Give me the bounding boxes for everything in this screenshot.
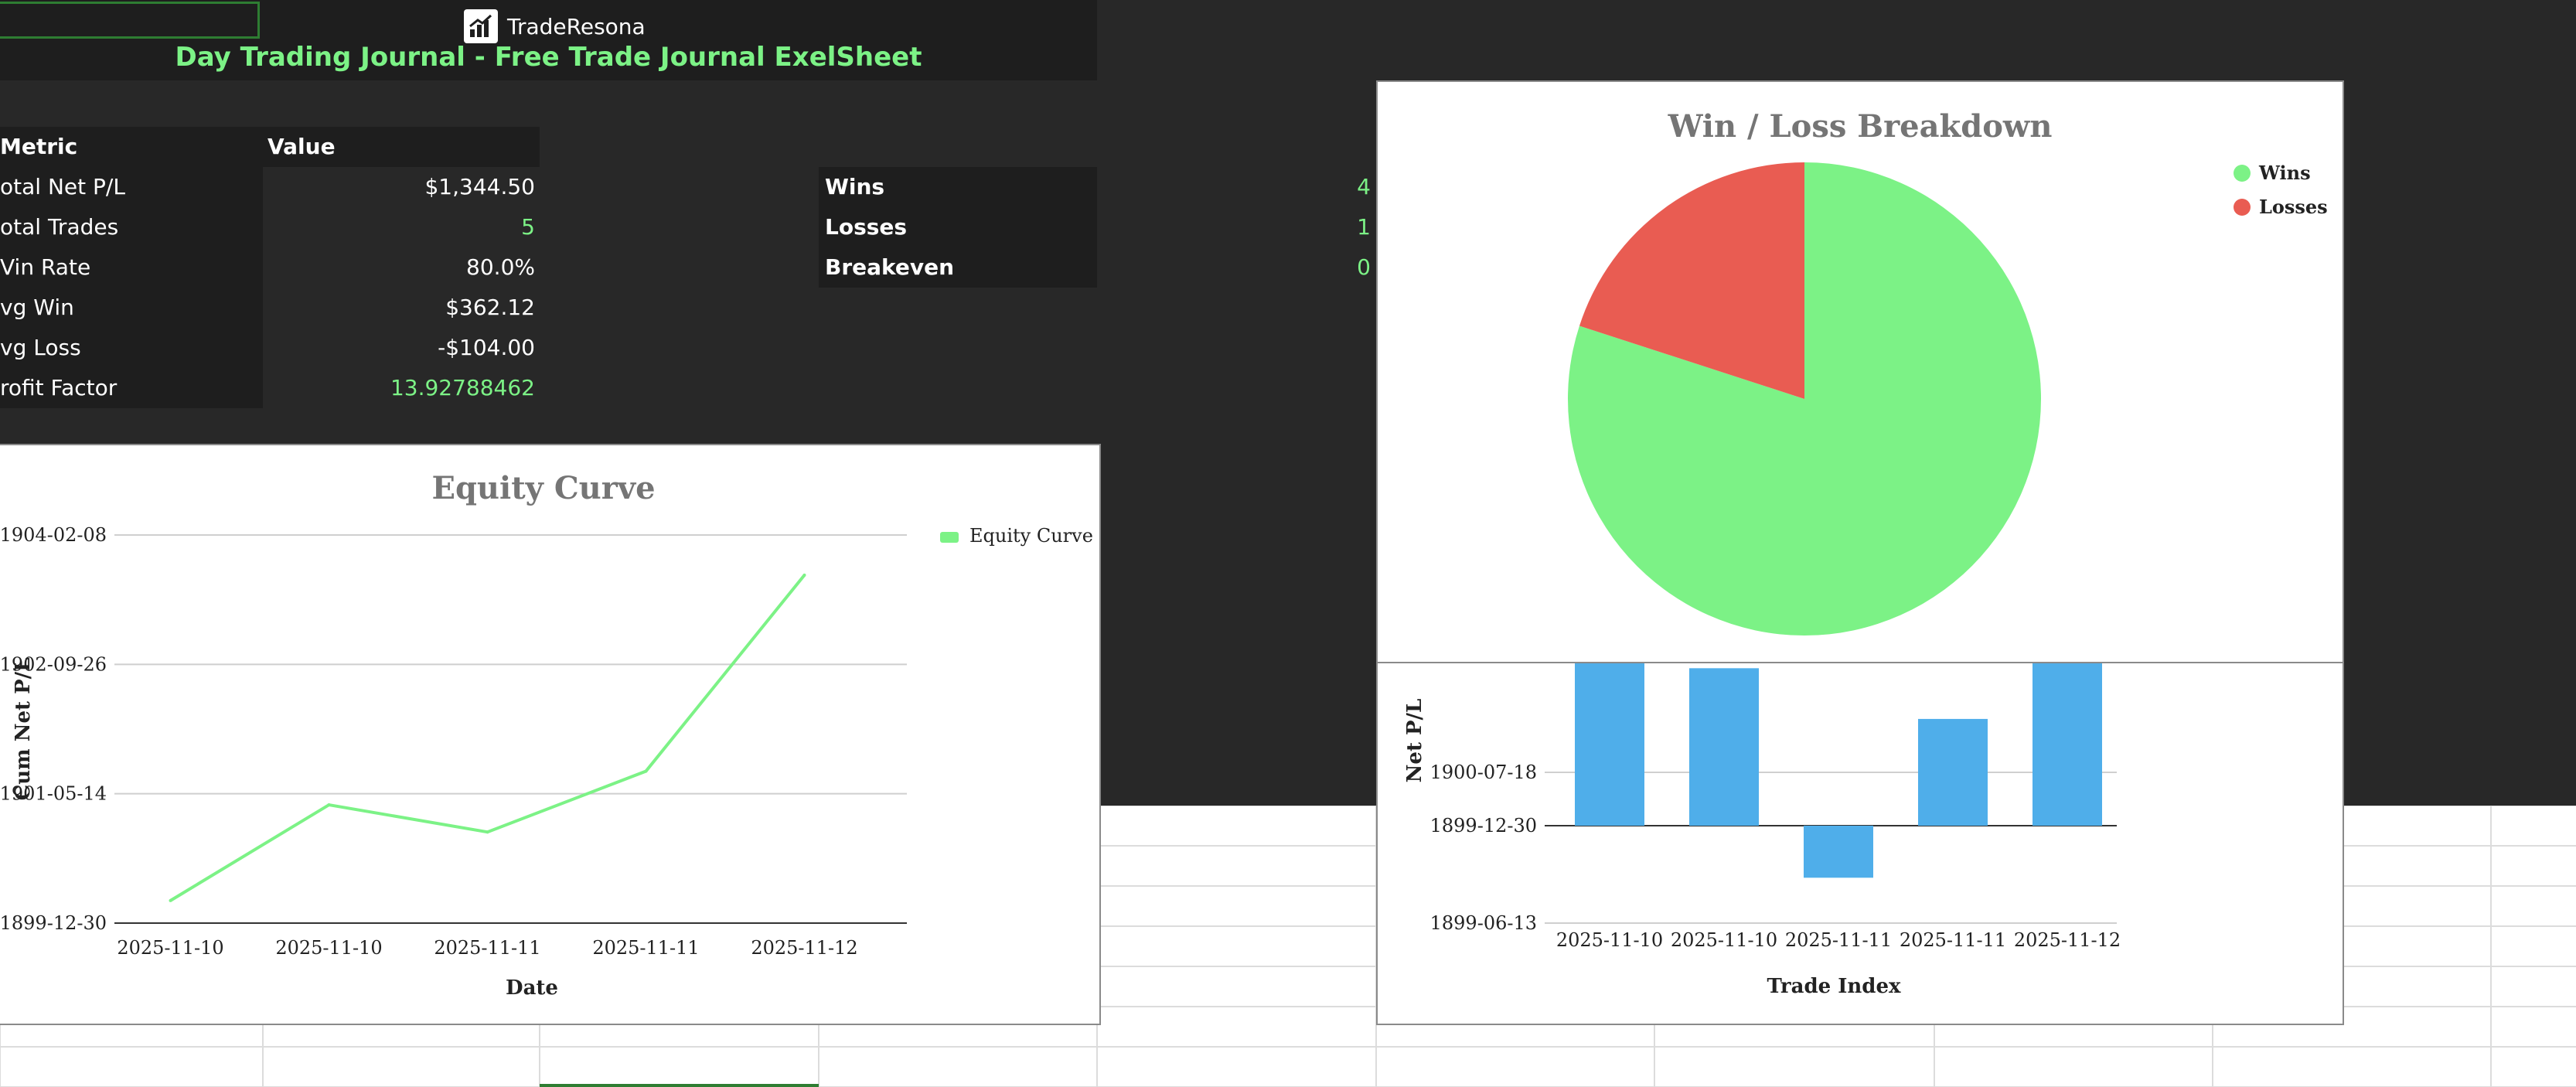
x-tick-label: 2025-11-11 [434, 937, 540, 959]
legend-label: Losses [2259, 196, 2328, 218]
equity-curve-chart[interactable]: Equity Curve 1899-12-30 1901-05-14 1902-09… [0, 444, 1101, 1025]
net-pl-bar-chart[interactable]: 1899-06-13 1899-12-30 1900-07-18 2025-11-10… [1376, 662, 2344, 1025]
metric-header-cell[interactable]: Metric [0, 127, 263, 167]
equity-point [802, 573, 806, 577]
count-value-cell[interactable]: 4 [1357, 174, 1371, 199]
win-loss-chart[interactable]: Win / Loss Breakdown Wins Losses [1376, 80, 2344, 665]
y-tick-label: 1904-02-08 [0, 524, 107, 546]
equity-series-line [169, 574, 806, 902]
metric-label-cell[interactable]: vg Win [0, 288, 263, 328]
value-header-cell[interactable]: Value [263, 127, 540, 167]
equity-point [486, 830, 489, 834]
x-tick-label: 2025-11-10 [1556, 929, 1663, 951]
metric-label-cell[interactable]: rofit Factor [0, 368, 263, 408]
x-axis-label: Date [506, 976, 558, 1000]
x-tick-label: 2025-11-11 [1900, 929, 2006, 951]
y-tick-label: 1899-12-30 [0, 912, 107, 934]
count-value-cell[interactable]: 0 [1357, 254, 1371, 280]
equity-point [169, 898, 172, 902]
metric-value-cell[interactable]: 5 [521, 214, 535, 240]
metric-value-cell[interactable]: 80.0% [466, 254, 535, 280]
metric-value-cell[interactable]: $362.12 [445, 295, 535, 320]
y-tick-label: 1900-07-18 [1430, 762, 1537, 783]
legend-label: Wins [2258, 162, 2311, 184]
chart-up-icon [464, 9, 498, 43]
y-tick-label: 1899-12-30 [1430, 815, 1537, 837]
count-label-cell[interactable]: Wins [819, 167, 1097, 207]
header-band [0, 0, 1097, 80]
x-axis-label: Trade Index [1767, 975, 1901, 998]
count-label-cell[interactable]: Breakeven [819, 247, 1097, 288]
equity-point [327, 803, 331, 807]
y-axis-label: Cum Net P/L [12, 658, 35, 801]
y-tick-label: 1902-09-26 [0, 653, 107, 675]
metric-value-cell[interactable]: -$104.00 [438, 335, 535, 360]
y-axis-label: Net P/L [1403, 699, 1426, 783]
bar [1918, 718, 1988, 826]
selected-cell[interactable] [0, 2, 260, 39]
x-tick-label: 2025-11-10 [1671, 929, 1777, 951]
pie-slice-losses [1579, 162, 1804, 399]
chart-title: Equity Curve [431, 470, 656, 506]
bar [2033, 663, 2102, 826]
count-value-cell[interactable]: 1 [1357, 214, 1371, 240]
journal-title: Day Trading Journal - Free Trade Journal… [175, 42, 922, 73]
metric-label-cell[interactable]: otal Trades [0, 207, 263, 247]
metric-value-cell[interactable]: 13.92788462 [390, 375, 535, 400]
x-tick-label: 2025-11-10 [275, 937, 382, 959]
brand: TradeResona [464, 8, 646, 45]
bar-plot: 1899-06-13 1899-12-30 1900-07-18 2025-11-10… [1403, 663, 2121, 998]
brand-name: TradeResona [507, 13, 646, 39]
bar [1689, 668, 1759, 826]
legend-label: Equity Curve [969, 525, 1093, 547]
legend-swatch [940, 532, 959, 543]
y-tick-label: 1901-05-14 [0, 783, 107, 805]
equity-plot: 1899-12-30 1901-05-14 1902-09-26 1904-02-08… [0, 524, 1093, 1000]
metric-value-cell[interactable]: $1,344.50 [424, 174, 535, 199]
y-tick-label: 1899-06-13 [1430, 912, 1537, 934]
pie-plot: Wins Losses [1568, 162, 2328, 636]
legend-swatch [2234, 199, 2251, 216]
metric-label-cell[interactable]: otal Net P/L [0, 167, 263, 207]
x-tick-label: 2025-11-12 [751, 937, 857, 959]
x-tick-label: 2025-11-12 [2014, 929, 2121, 951]
count-label-cell[interactable]: Losses [819, 207, 1097, 247]
bar [1804, 826, 1873, 878]
legend-swatch [2234, 165, 2251, 182]
bar [1575, 663, 1644, 826]
x-tick-label: 2025-11-10 [117, 937, 223, 959]
metric-label-cell[interactable]: vg Loss [0, 328, 263, 368]
chart-title: Win / Loss Breakdown [1668, 108, 2053, 145]
metric-label-cell[interactable]: Vin Rate [0, 247, 263, 288]
x-tick-label: 2025-11-11 [1785, 929, 1892, 951]
equity-point [644, 769, 648, 773]
x-tick-label: 2025-11-11 [592, 937, 699, 959]
